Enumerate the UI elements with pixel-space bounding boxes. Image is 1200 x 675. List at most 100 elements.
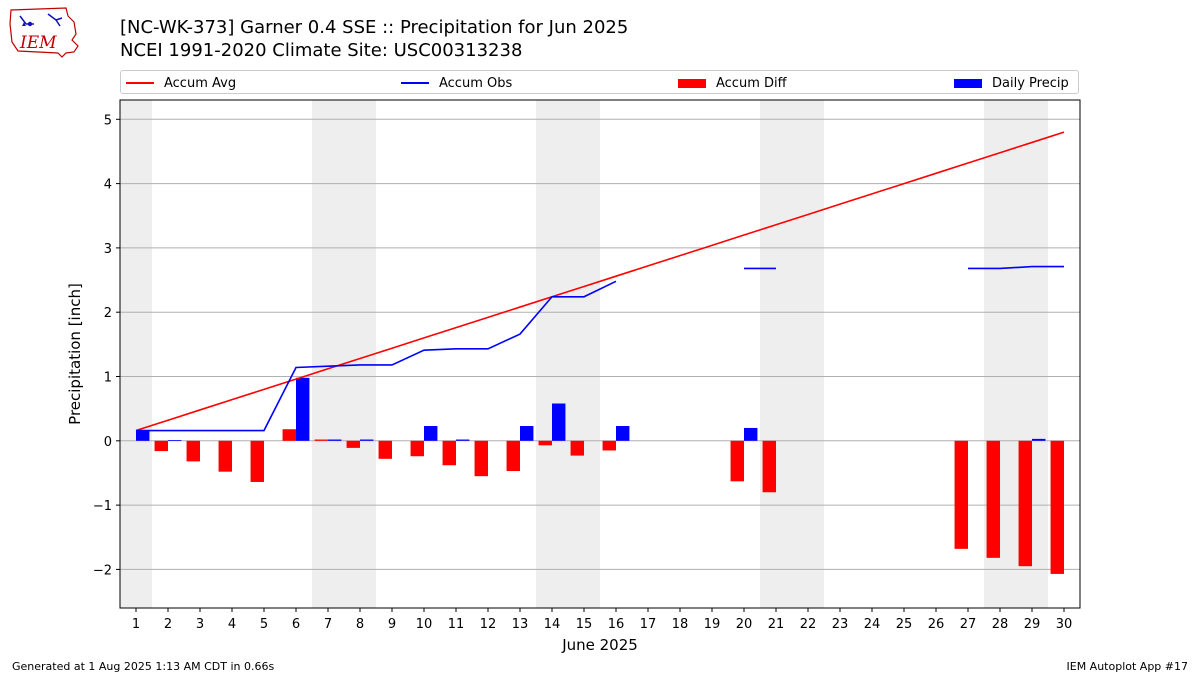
x-tick-label: 5 xyxy=(260,617,268,632)
bar-accum-diff xyxy=(442,440,456,466)
x-tick-label: 17 xyxy=(640,617,657,632)
x-axis-label: June 2025 xyxy=(561,636,638,654)
bar-accum-diff xyxy=(986,440,1000,558)
y-tick-label: 0 xyxy=(104,435,112,450)
x-tick-label: 2 xyxy=(164,617,172,632)
x-tick-label: 11 xyxy=(448,617,465,632)
x-tick-label: 18 xyxy=(672,617,689,632)
app-label: IEM Autoplot App #17 xyxy=(1066,660,1189,673)
legend-swatch-accum-avg xyxy=(126,82,154,84)
bar-daily-precip xyxy=(328,439,342,441)
x-tick-label: 30 xyxy=(1056,617,1073,632)
bar-accum-diff xyxy=(506,440,520,472)
legend-swatch-accum-diff xyxy=(678,78,706,88)
x-tick-label: 8 xyxy=(356,617,364,632)
bar-accum-diff xyxy=(154,440,168,452)
x-tick-label: 16 xyxy=(608,617,625,632)
bar-daily-precip xyxy=(1032,438,1046,441)
bar-accum-diff xyxy=(346,440,360,448)
x-tick-label: 13 xyxy=(512,617,529,632)
bar-accum-diff xyxy=(602,440,616,451)
bar-accum-diff xyxy=(762,440,776,493)
chart-title: [NC-WK-373] Garner 0.4 SSE :: Precipitat… xyxy=(120,17,629,38)
y-tick-label: 3 xyxy=(104,242,112,257)
bar-daily-precip xyxy=(360,439,374,441)
weekend-band xyxy=(760,100,824,608)
legend-label-accum-avg: Accum Avg xyxy=(164,75,237,91)
x-tick-label: 12 xyxy=(480,617,497,632)
x-tick-label: 22 xyxy=(800,617,817,632)
x-tick-label: 7 xyxy=(324,617,332,632)
legend-swatch-accum-obs xyxy=(401,82,429,84)
bar-accum-diff xyxy=(282,429,296,441)
bar-daily-precip xyxy=(136,430,150,441)
bar-accum-diff xyxy=(410,440,424,457)
bar-accum-diff xyxy=(538,440,552,446)
y-tick-label: −2 xyxy=(93,563,112,578)
legend-label-daily-precip: Daily Precip xyxy=(992,75,1069,91)
y-tick-label: 4 xyxy=(104,178,112,193)
x-tick-label: 21 xyxy=(768,617,785,632)
x-tick-label: 14 xyxy=(544,617,561,632)
weekend-band xyxy=(312,100,376,608)
legend-item-daily-precip: Daily Precip xyxy=(954,74,1069,92)
plot-frame xyxy=(119,99,1081,609)
legend: Accum Avg Accum Obs Accum Diff Daily Pre… xyxy=(120,70,1079,94)
x-tick-label: 28 xyxy=(992,617,1009,632)
bar-accum-diff xyxy=(218,440,232,472)
y-axis-label: Precipitation [inch] xyxy=(66,283,84,425)
x-tick-label: 1 xyxy=(132,617,140,632)
bar-daily-precip xyxy=(456,439,470,441)
x-tick-label: 27 xyxy=(960,617,977,632)
iem-logo: IEM xyxy=(9,7,79,58)
bar-accum-diff xyxy=(378,440,392,459)
x-tick-label: 19 xyxy=(704,617,721,632)
bar-daily-precip xyxy=(520,426,534,441)
legend-label-accum-diff: Accum Diff xyxy=(716,75,787,91)
bar-accum-diff xyxy=(314,439,328,441)
legend-label-accum-obs: Accum Obs xyxy=(439,75,513,91)
bar-daily-precip xyxy=(296,377,310,441)
x-tick-label: 29 xyxy=(1024,617,1041,632)
bar-accum-diff xyxy=(954,440,968,549)
line-accum-obs xyxy=(136,280,617,432)
y-tick-label: 2 xyxy=(104,306,112,321)
x-tick-label: 25 xyxy=(896,617,913,632)
legend-item-accum-diff: Accum Diff xyxy=(678,74,787,92)
x-tick-label: 3 xyxy=(196,617,204,632)
y-tick-label: 1 xyxy=(104,371,112,386)
bar-accum-diff xyxy=(474,440,488,477)
x-tick-label: 23 xyxy=(832,617,849,632)
bar-daily-precip xyxy=(424,426,438,441)
x-tick-label: 4 xyxy=(228,617,236,632)
bar-daily-precip xyxy=(616,426,630,441)
y-tick-label: 5 xyxy=(104,113,112,128)
line-accum-avg xyxy=(135,131,1065,432)
x-tick-label: 10 xyxy=(416,617,433,632)
weekend-band xyxy=(536,100,600,608)
y-tick-label: −1 xyxy=(93,499,112,514)
legend-item-accum-obs: Accum Obs xyxy=(401,74,512,92)
bar-accum-diff xyxy=(186,440,200,462)
bar-accum-diff xyxy=(1050,440,1064,574)
weekend-band xyxy=(120,100,152,608)
x-tick-label: 9 xyxy=(388,617,396,632)
generated-timestamp: Generated at 1 Aug 2025 1:13 AM CDT in 0… xyxy=(12,660,275,673)
x-tick-label: 6 xyxy=(292,617,300,632)
x-tick-label: 26 xyxy=(928,617,945,632)
bar-accum-diff xyxy=(730,440,744,482)
chart-subtitle: NCEI 1991-2020 Climate Site: USC00313238 xyxy=(120,40,523,61)
legend-item-accum-avg: Accum Avg xyxy=(126,74,236,92)
logo-text: IEM xyxy=(19,33,57,53)
bar-accum-diff xyxy=(570,440,584,456)
x-tick-label: 15 xyxy=(576,617,593,632)
line-accum-obs xyxy=(968,265,1064,270)
bar-daily-precip xyxy=(168,440,182,441)
x-tick-label: 24 xyxy=(864,617,881,632)
weekend-band xyxy=(984,100,1048,608)
bar-accum-diff xyxy=(1018,440,1032,567)
x-tick-label: 20 xyxy=(736,617,753,632)
legend-swatch-daily-precip xyxy=(954,78,982,88)
bar-daily-precip xyxy=(552,403,566,441)
